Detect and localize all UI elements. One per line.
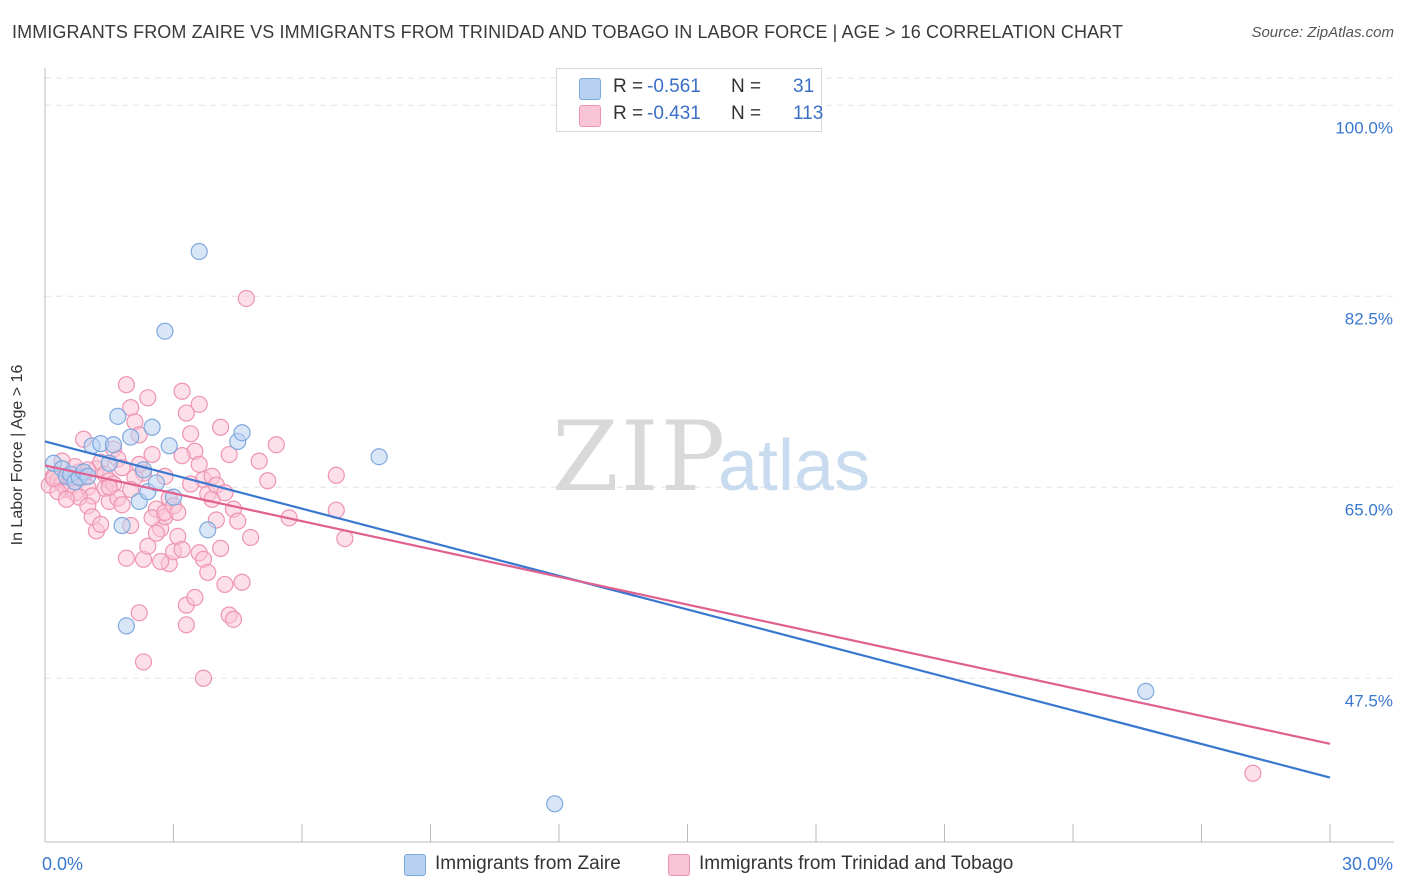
legend-swatch-zaire <box>404 854 426 876</box>
point-trinidad <box>250 452 268 470</box>
point-zaire <box>134 461 153 479</box>
tick-label-layer: 100.0% 82.5% 65.0% 47.5% 0.0% 30.0% <box>42 118 1393 874</box>
point-trinidad <box>117 549 135 567</box>
point-zaire <box>546 795 564 813</box>
point-trinidad <box>229 512 247 530</box>
point-trinidad <box>212 539 230 558</box>
point-trinidad <box>130 604 148 622</box>
point-zaire <box>122 428 140 446</box>
point-trinidad <box>177 404 195 422</box>
point-trinidad <box>173 540 191 559</box>
point-trinidad <box>117 376 135 394</box>
n-label: N = <box>731 103 762 124</box>
point-trinidad <box>327 466 345 484</box>
trend-layer <box>44 440 1331 779</box>
points-layer <box>40 242 1262 813</box>
point-trinidad <box>220 445 238 464</box>
point-zaire <box>113 516 131 535</box>
watermark: ZIP atlas <box>552 401 870 513</box>
point-zaire <box>1137 682 1155 700</box>
chart-title: IMMIGRANTS FROM ZAIRE VS IMMIGRANTS FROM… <box>12 22 1124 42</box>
point-zaire <box>109 407 127 425</box>
point-trinidad <box>177 616 195 634</box>
point-trinidad <box>173 382 191 400</box>
point-trinidad <box>259 472 277 490</box>
stats-legend-box: R = -0.561 N = 31 R = -0.431 N = 113 <box>556 68 824 132</box>
point-zaire <box>233 424 251 442</box>
point-trinidad <box>113 496 131 514</box>
point-zaire <box>143 418 161 436</box>
swatch-zaire <box>579 78 601 100</box>
point-trinidad <box>186 588 204 607</box>
point-trinidad <box>1244 764 1262 782</box>
point-zaire <box>190 242 208 261</box>
point-trinidad <box>199 563 217 582</box>
point-trinidad <box>233 573 251 591</box>
point-trinidad <box>194 669 213 687</box>
point-trinidad <box>190 455 208 473</box>
point-trinidad <box>139 537 157 555</box>
r-label: R = <box>613 103 644 124</box>
y-tick-label: 82.5% <box>1345 309 1393 328</box>
point-trinidad <box>336 529 354 548</box>
point-trinidad <box>212 418 230 436</box>
x-tick-label: 30.0% <box>1342 854 1393 874</box>
point-trinidad <box>139 389 157 407</box>
point-zaire <box>160 437 178 455</box>
n-label: N = <box>731 76 762 97</box>
point-zaire <box>147 474 165 492</box>
source-credit: Source: ZipAtlas.com <box>1251 24 1394 41</box>
r-value: -0.561 <box>647 76 701 97</box>
point-trinidad <box>242 528 260 547</box>
point-trinidad <box>169 503 187 521</box>
y-tick-label: 47.5% <box>1345 691 1393 710</box>
point-trinidad <box>224 610 243 628</box>
watermark-zip: ZIP <box>552 401 727 513</box>
axis-layer <box>44 68 1394 843</box>
point-trinidad <box>267 436 285 454</box>
point-trinidad <box>57 490 76 508</box>
point-trinidad <box>134 653 153 671</box>
point-trinidad <box>216 575 234 594</box>
point-zaire <box>156 322 174 340</box>
trend-line-trinidad <box>44 464 1331 745</box>
point-trinidad <box>152 552 170 571</box>
point-zaire <box>117 617 135 635</box>
n-value: 31 <box>793 76 815 97</box>
legend-swatch-trinidad <box>668 854 690 876</box>
x-tick-label: 0.0% <box>42 854 83 874</box>
r-value: -0.431 <box>647 103 701 124</box>
r-label: R = <box>613 76 644 97</box>
point-trinidad <box>147 524 165 542</box>
trend-line-zaire <box>44 440 1331 779</box>
point-trinidad <box>143 445 161 464</box>
point-trinidad <box>237 289 255 308</box>
watermark-atlas: atlas <box>718 426 870 506</box>
point-zaire <box>199 521 217 539</box>
point-trinidad <box>173 447 191 465</box>
y-tick-label: 100.0% <box>1335 118 1393 137</box>
point-trinidad <box>182 425 200 443</box>
point-zaire <box>104 436 123 454</box>
y-tick-label: 65.0% <box>1345 500 1393 519</box>
legend-label-trinidad: Immigrants from Trinidad and Tobago <box>699 853 1014 874</box>
n-value: 113 <box>793 103 824 124</box>
legend-label-zaire: Immigrants from Zaire <box>435 853 621 874</box>
point-zaire <box>370 448 388 466</box>
point-trinidad <box>92 515 110 533</box>
point-trinidad <box>190 395 208 413</box>
swatch-trinidad <box>579 105 601 127</box>
